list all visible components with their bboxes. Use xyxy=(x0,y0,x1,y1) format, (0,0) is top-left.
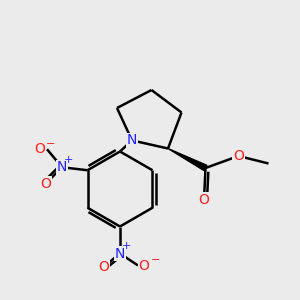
Text: O: O xyxy=(98,260,109,274)
Text: O: O xyxy=(34,142,45,156)
Text: N: N xyxy=(115,247,125,260)
Polygon shape xyxy=(168,148,207,171)
Text: O: O xyxy=(233,149,244,163)
Text: O: O xyxy=(139,259,149,272)
Text: +: + xyxy=(64,155,73,165)
Text: O: O xyxy=(40,177,51,191)
Text: N: N xyxy=(57,160,67,174)
Text: −: − xyxy=(46,139,56,149)
Text: −: − xyxy=(151,255,160,265)
Text: +: + xyxy=(122,241,131,251)
Text: N: N xyxy=(127,134,137,147)
Text: O: O xyxy=(199,193,209,206)
